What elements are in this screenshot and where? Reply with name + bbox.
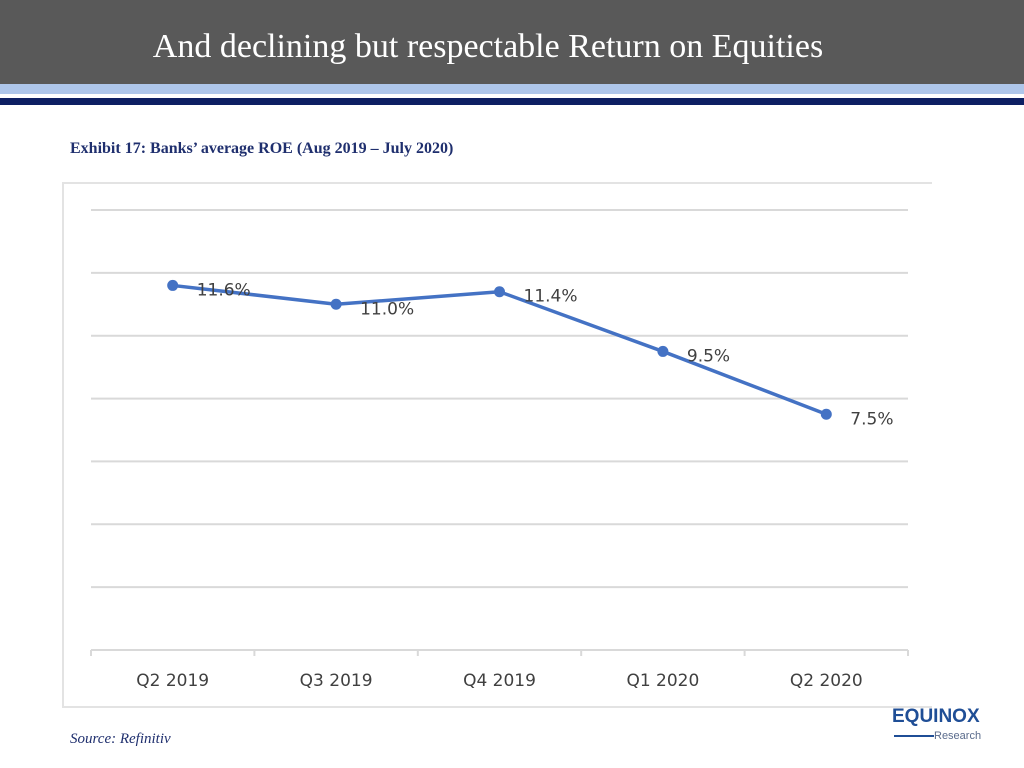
x-tick-label: Q1 2020 [626,671,699,691]
exhibit-title: Exhibit 17: Banks’ average ROE (Aug 2019… [70,140,454,157]
roe-data-point [657,345,669,357]
equinox-logo: EQUINOX Research [892,706,984,746]
logo-underline [894,735,934,737]
roe-data-point [330,298,342,310]
x-tick-label: Q4 2019 [463,671,536,691]
x-tick-label: Q3 2019 [300,671,373,691]
header-stripe-light [0,84,1024,94]
roe-data-label: 11.0% [360,299,414,319]
roe-data-label: 9.5% [687,346,730,366]
slide-title: And declining but respectable Return on … [152,28,824,65]
roe-data-point [494,286,505,298]
x-tick-label: Q2 2019 [136,671,209,691]
roe-data-label: 7.5% [850,409,893,429]
roe-data-label: 11.4% [524,287,578,307]
header-stripe-gap [0,94,1024,98]
roe-line-chart: Q2 2019 Q3 2019 Q4 2019 Q1 2020 Q2 2020 11.6%… [90,209,909,691]
chart-container: Q2 2019 Q3 2019 Q4 2019 Q1 2020 Q2 2020 11.6%… [62,182,932,708]
source-note: Source: Refinitiv [70,731,171,747]
slide-header: And declining but respectable Return on … [0,0,1024,84]
roe-data-label: 11.6% [197,280,251,300]
logo-wordmark: EQUINOX [892,706,980,727]
roe-data-point [167,279,179,291]
logo-subtitle: Research [934,730,982,742]
header-stripe-dark [0,98,1024,105]
x-tick-label: Q2 2020 [790,671,863,691]
roe-data-point [820,408,832,420]
